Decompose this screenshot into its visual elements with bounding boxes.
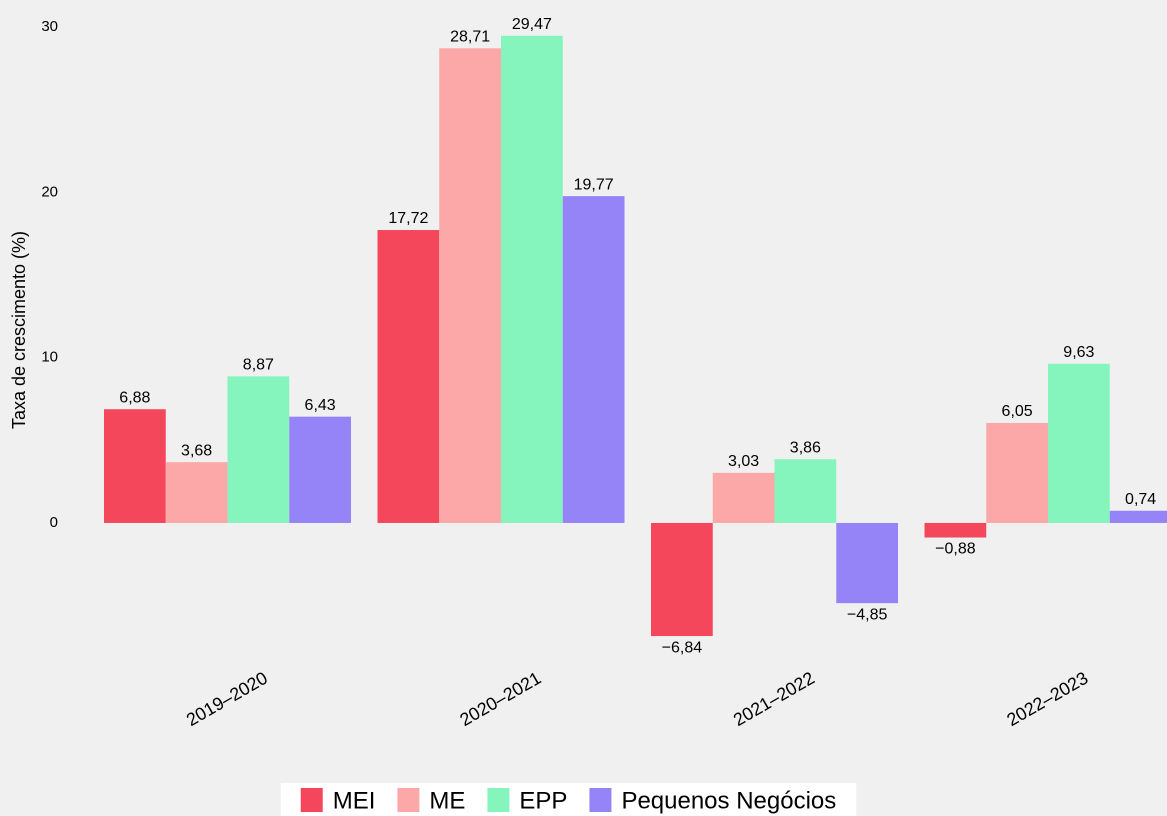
bar	[1109, 510, 1167, 523]
y-tick-label: 10	[41, 349, 58, 366]
bar	[439, 48, 501, 523]
x-tick-label: 2019–2020	[183, 668, 271, 730]
data-label: −4,85	[847, 606, 888, 623]
legend-swatch	[589, 788, 612, 812]
bar	[562, 196, 625, 523]
legend-label: ME	[429, 787, 465, 814]
data-label: 6,05	[1002, 403, 1033, 420]
bar	[924, 522, 987, 538]
data-label: 3,86	[790, 439, 821, 456]
bar	[501, 35, 563, 523]
data-label: −6,84	[662, 639, 703, 656]
data-label: 0,74	[1125, 491, 1156, 508]
data-label: 29,47	[512, 16, 552, 33]
bar	[377, 230, 440, 523]
y-axis-title: Taxa de crescimento (%)	[9, 231, 29, 429]
y-tick-label: 20	[41, 183, 58, 200]
bar	[165, 462, 228, 523]
legend-label: MEI	[333, 787, 376, 814]
bar	[651, 522, 713, 637]
bar	[227, 376, 290, 523]
y-tick-label: 0	[50, 514, 58, 531]
data-label: 3,68	[181, 442, 212, 459]
legend-swatch	[300, 788, 323, 812]
bar	[1048, 363, 1110, 523]
data-label: 8,87	[243, 357, 274, 374]
bar	[289, 416, 351, 523]
bar	[836, 522, 898, 604]
data-label: 6,43	[305, 397, 336, 414]
bar	[712, 472, 775, 523]
data-label: 3,03	[728, 453, 759, 470]
x-tick-label: 2021–2022	[730, 668, 818, 730]
x-tick-label: 2020–2021	[456, 668, 544, 730]
data-label: 9,63	[1063, 344, 1094, 361]
y-tick-label: 30	[41, 18, 58, 35]
legend-label: Pequenos Negócios	[621, 787, 836, 814]
data-label: 17,72	[388, 210, 428, 227]
x-tick-label: 2022–2023	[1003, 668, 1091, 730]
data-label: 19,77	[574, 176, 614, 193]
bar	[986, 422, 1048, 523]
data-label: 28,71	[450, 29, 490, 46]
bar	[104, 409, 166, 523]
legend-box	[280, 783, 857, 816]
legend: MEI ME EPP Pequenos Negócios	[280, 783, 857, 816]
legend-swatch	[397, 788, 420, 812]
data-label: −0,88	[935, 541, 976, 558]
legend-label: EPP	[519, 787, 567, 814]
bar	[774, 459, 837, 523]
data-label: 6,88	[119, 389, 150, 406]
legend-swatch	[487, 788, 510, 812]
